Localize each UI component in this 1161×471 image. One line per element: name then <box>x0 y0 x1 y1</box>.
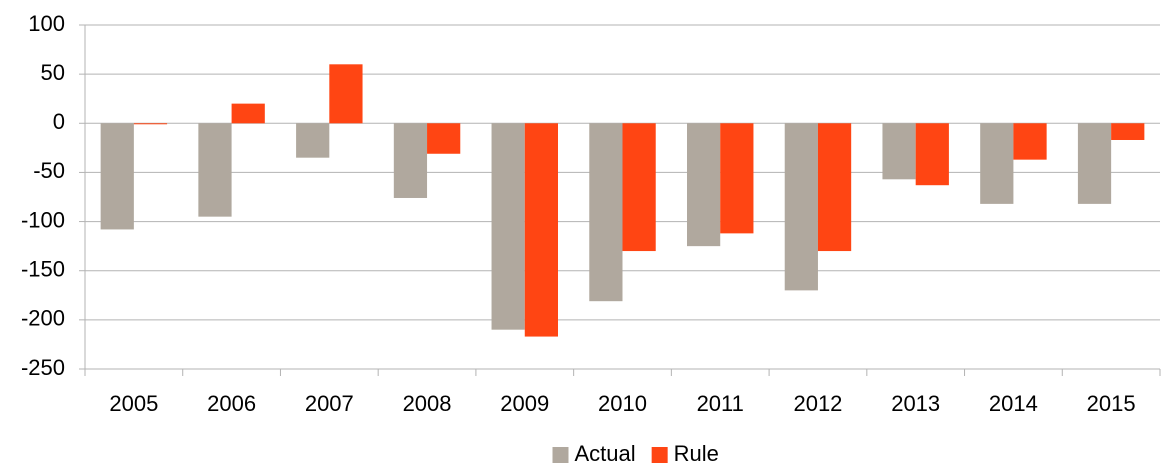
bar <box>915 123 949 186</box>
bar <box>198 123 232 217</box>
legend-swatch <box>651 447 668 463</box>
x-tick-label: 2013 <box>891 391 940 416</box>
bar <box>100 123 134 230</box>
x-tick-label: 2009 <box>500 391 549 416</box>
x-tick-label: 2012 <box>793 391 842 416</box>
x-tick-label: 2006 <box>207 391 256 416</box>
bar <box>589 123 623 302</box>
bar <box>231 103 265 124</box>
y-tick-label: 0 <box>53 109 65 134</box>
bar <box>133 123 168 125</box>
x-tick-label: 2007 <box>305 391 354 416</box>
x-tick-label: 2015 <box>1087 391 1136 416</box>
y-tick-label: -150 <box>21 257 65 282</box>
bar <box>687 123 721 247</box>
x-tick-label: 2014 <box>989 391 1038 416</box>
y-tick-label: -100 <box>21 207 65 232</box>
x-tick-label: 2011 <box>697 391 744 416</box>
bar <box>980 123 1014 204</box>
bar <box>296 123 330 158</box>
y-tick-label: 100 <box>28 11 65 36</box>
bar <box>622 123 656 252</box>
y-tick-label: -50 <box>33 158 65 183</box>
bar <box>784 123 818 291</box>
x-tick-label: 2010 <box>598 391 647 416</box>
bar <box>1013 123 1047 160</box>
legend-label: Rule <box>674 441 719 466</box>
bar <box>524 123 558 337</box>
bar <box>1077 123 1112 204</box>
y-tick-label: -250 <box>21 355 65 380</box>
bar <box>427 123 461 154</box>
y-tick-label: -200 <box>21 306 65 331</box>
legend-label: Actual <box>575 441 636 466</box>
bar <box>882 123 916 180</box>
x-tick-label: 2005 <box>109 391 158 416</box>
bar <box>393 123 428 198</box>
x-tick-label: 2008 <box>403 391 452 416</box>
bar <box>817 123 852 252</box>
legend-swatch <box>552 447 569 463</box>
bar <box>329 64 363 124</box>
bar <box>1111 123 1145 140</box>
bar <box>491 123 525 330</box>
y-tick-label: 50 <box>41 60 65 85</box>
bar <box>720 123 754 234</box>
